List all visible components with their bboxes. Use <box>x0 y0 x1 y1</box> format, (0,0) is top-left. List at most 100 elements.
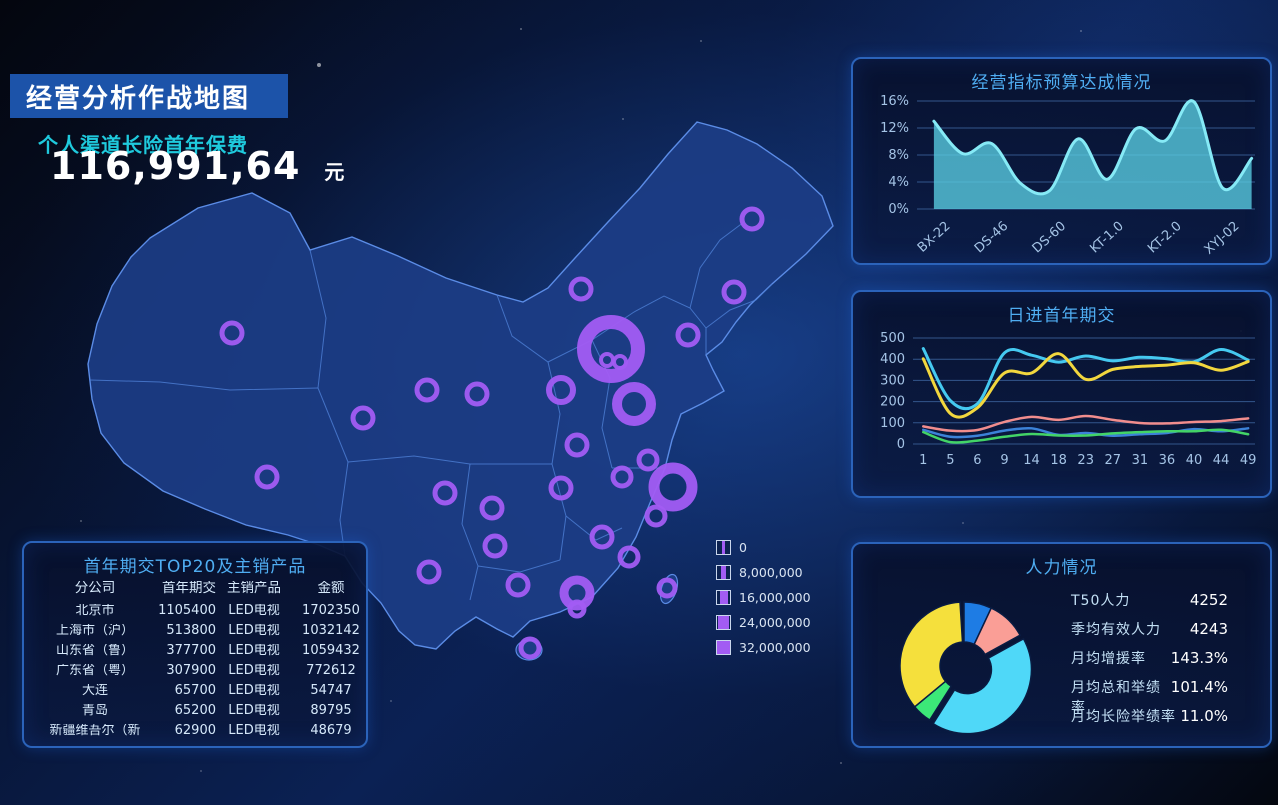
map-marker <box>739 206 765 232</box>
svg-text:500: 500 <box>880 331 905 346</box>
metric-unit: 元 <box>324 160 345 184</box>
table-cell: 广东省（粤） <box>55 664 134 678</box>
donut-slice-yellow <box>899 601 964 708</box>
table-cell: LED电视 <box>228 704 280 718</box>
svg-text:BX-22: BX-22 <box>915 219 954 256</box>
panel-hr-title: 人力情况 <box>1025 558 1098 578</box>
hr-donut-chart <box>899 601 1033 735</box>
svg-text:KT-2.0: KT-2.0 <box>1145 219 1184 257</box>
stat-value: 4252 <box>1189 591 1228 609</box>
stat-label: 季均有效人力 <box>1071 622 1161 638</box>
metric-row: 116,991,64 元 <box>50 144 344 188</box>
legend-label: 8,000,000 <box>739 564 803 580</box>
table-cell: LED电视 <box>228 684 280 698</box>
page-title-banner: 经营分析作战地图 <box>10 74 288 118</box>
table-cell: 89795 <box>310 704 352 718</box>
stat-row: 季均有效人力 4243 <box>1071 619 1228 638</box>
table-cell: LED电视 <box>228 624 280 638</box>
table-cell: 62900 <box>174 724 216 738</box>
map-marker <box>589 524 615 550</box>
legend-swatch <box>716 639 731 655</box>
table-cell: 65700 <box>174 684 216 698</box>
stat-value: 11.0% <box>1180 707 1228 725</box>
map-marker <box>648 462 698 512</box>
svg-text:9: 9 <box>1000 453 1008 468</box>
map-marker <box>505 572 531 598</box>
svg-text:100: 100 <box>880 416 905 431</box>
stat-label: 月均增援率 <box>1071 651 1146 667</box>
legend-label: 24,000,000 <box>739 614 811 630</box>
legend-fill <box>721 565 726 579</box>
stat-row: 月均增援率 143.3% <box>1071 648 1228 667</box>
svg-text:44: 44 <box>1213 453 1230 468</box>
table-cell: 1059432 <box>302 644 360 658</box>
svg-text:DS-46: DS-46 <box>972 219 1011 257</box>
table-header: 主销产品 <box>227 581 281 596</box>
stat-row: 月均总和举绩率 101.4% <box>1071 677 1228 716</box>
svg-text:KT-1.0: KT-1.0 <box>1087 219 1126 257</box>
table-cell: 青岛 <box>81 704 108 718</box>
svg-text:18: 18 <box>1050 453 1067 468</box>
daily-line-chart: 0 100 200 300 400 500 1 5 6 9 14 18 23 27 31 36 40 44 49 <box>880 331 1256 468</box>
map-marker <box>464 381 490 407</box>
map-marker <box>612 382 656 426</box>
stat-label: T50人力 <box>1071 593 1131 609</box>
panel-top20-table: 首年期交TOP20及主销产品 分公司 首年期交 主销产品 金额 北京市 1105400 LE… <box>22 541 368 748</box>
page-title: 经营分析作战地图 <box>26 83 251 114</box>
table-cell: 772612 <box>306 664 356 678</box>
legend-item: 16,000,000 <box>716 589 811 605</box>
stat-value: 143.3% <box>1170 649 1228 667</box>
map-marker <box>432 480 458 506</box>
legend-fill <box>717 640 730 654</box>
table-cell: 1105400 <box>158 604 216 618</box>
table-cell: 513800 <box>166 624 216 638</box>
legend-label: 16,000,000 <box>739 589 811 605</box>
svg-text:0: 0 <box>897 437 905 452</box>
svg-text:27: 27 <box>1105 453 1122 468</box>
stat-value: 4243 <box>1189 620 1228 638</box>
legend-fill <box>718 615 729 629</box>
hr-stats-list: T50人力 4252 季均有效人力 4243 月均增援率 143.3% 月均总和举绩率 101… <box>1071 590 1228 735</box>
metric-value: 116,991,64 <box>50 144 301 188</box>
svg-text:12%: 12% <box>880 121 909 136</box>
stat-value: 101.4% <box>1170 678 1228 696</box>
table-cell: 48679 <box>310 724 352 738</box>
legend-swatch <box>716 589 731 605</box>
table-cell: 307900 <box>166 664 216 678</box>
map-marker <box>416 559 442 585</box>
table-cell: 1032142 <box>302 624 360 638</box>
svg-text:8%: 8% <box>888 148 909 163</box>
table-cell: 上海市（沪） <box>55 624 134 638</box>
map-marker <box>564 432 590 458</box>
legend-fill <box>722 540 725 554</box>
legend-fill <box>719 590 728 604</box>
stat-label: 月均总和举绩率 <box>1071 680 1161 716</box>
map-legend: 0 8,000,000 16,000,000 24,000,000 32,000,000 <box>716 539 811 665</box>
table-cell: 北京市 <box>75 604 115 618</box>
map-marker <box>479 495 505 521</box>
table-header: 首年期交 <box>162 581 216 596</box>
panel-daily-title: 日进首年期交 <box>1007 306 1116 326</box>
table-cell: 65200 <box>174 704 216 718</box>
svg-text:6: 6 <box>973 453 981 468</box>
table-header: 金额 <box>317 581 345 596</box>
svg-text:DS-60: DS-60 <box>1030 219 1069 257</box>
legend-label: 0 <box>739 539 747 555</box>
map-marker <box>568 276 594 302</box>
metric-label: 个人渠道长险首年保费 <box>38 133 248 157</box>
panel-table-title: 首年期交TOP20及主销产品 <box>83 557 307 577</box>
stat-row: T50人力 4252 <box>1071 590 1228 609</box>
map-marker <box>567 599 587 619</box>
donut-slice-pink <box>973 607 1022 656</box>
map-marker <box>721 279 747 305</box>
donut-slice-cyan <box>932 637 1033 735</box>
stat-label: 月均长险举绩率 <box>1071 709 1176 725</box>
legend-swatch <box>716 614 731 630</box>
top20-table: 分公司 首年期交 主销产品 金额 北京市 1105400 LED电视 1702350 上海市（沪… <box>34 581 360 738</box>
table-cell: 新疆维吾尔（新 <box>49 724 141 738</box>
map-marker <box>254 464 280 490</box>
svg-text:5: 5 <box>946 453 954 468</box>
table-cell: LED电视 <box>228 664 280 678</box>
map-marker <box>559 575 595 611</box>
